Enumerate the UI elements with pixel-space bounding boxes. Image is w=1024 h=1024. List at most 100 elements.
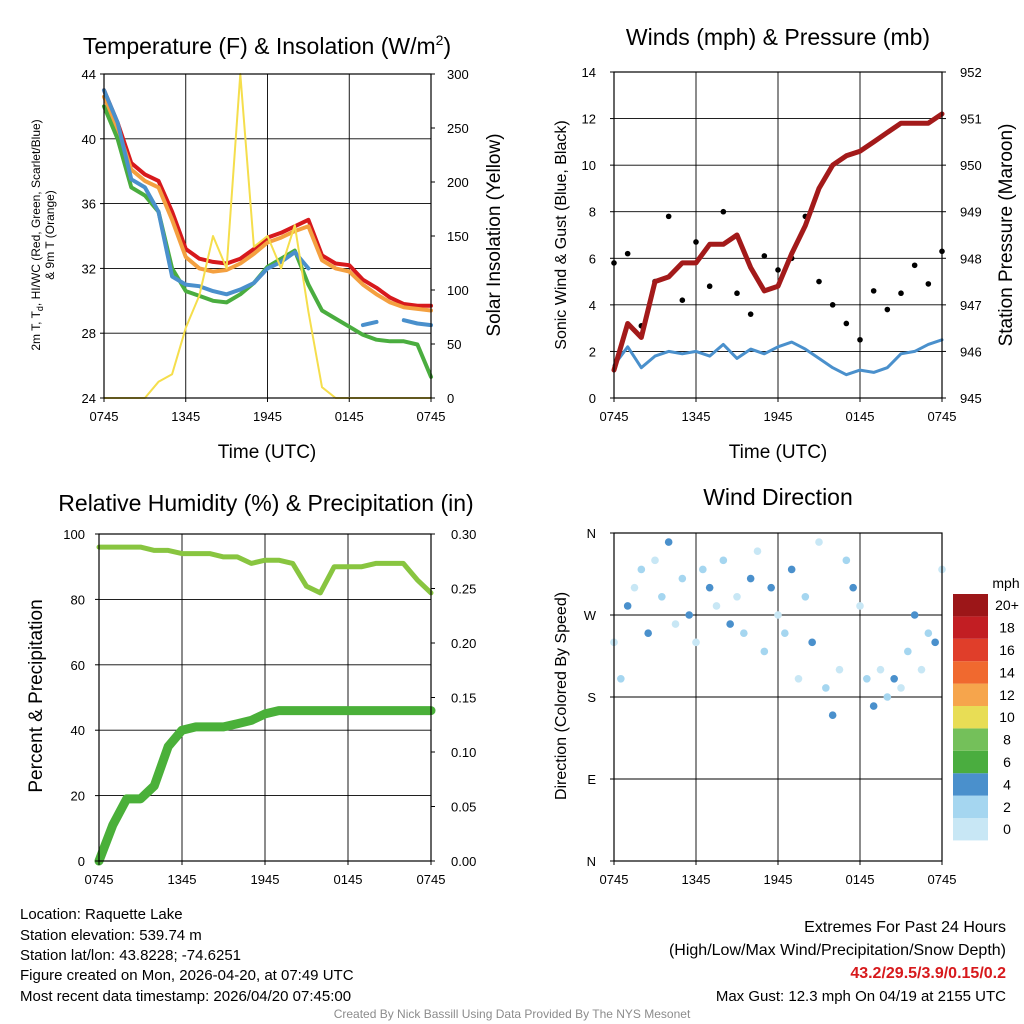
p2-gust-point xyxy=(761,253,768,259)
p2-gust-point xyxy=(925,281,932,287)
p4-xtick-label-4: 0745 xyxy=(928,872,957,887)
p3-ytick-left-label-0: 0 xyxy=(78,854,85,869)
footer-location: Location: Raquette Lake xyxy=(20,906,183,923)
p4-legend-swatch-3 xyxy=(953,750,988,774)
p4-legend-title: mph xyxy=(992,575,1019,591)
p4-ylabel-left: Direction (Colored By Speed) xyxy=(553,592,570,800)
p4-legend-label-4: 8 xyxy=(1003,732,1011,748)
p4-direction-point xyxy=(815,538,823,546)
p1-series-9m-t xyxy=(102,94,433,313)
footer-latlon: Station lat/lon: 43.8228; -74.6251 xyxy=(20,947,242,964)
p3-xtick-label-4: 0745 xyxy=(417,872,446,887)
p2-ytick-right-label-7: 952 xyxy=(960,65,982,80)
p1-xtick-label-1: 1345 xyxy=(171,409,200,424)
p4-direction-point xyxy=(781,629,789,638)
p4-direction-point xyxy=(808,638,816,647)
p4-direction-point xyxy=(658,592,666,601)
p4-legend-label-2: 4 xyxy=(1003,776,1011,792)
p4-direction-point xyxy=(787,565,796,574)
p4-xtick-label-1: 1345 xyxy=(682,872,711,887)
p4-xtick-label-2: 1945 xyxy=(764,872,793,887)
footer-elevation: Station elevation: 539.74 m xyxy=(20,927,202,944)
p4-direction-point xyxy=(767,583,775,592)
p4-direction-point xyxy=(835,665,844,674)
p2-gust-point xyxy=(679,297,686,304)
p1-ytick-right-label-4: 200 xyxy=(447,175,469,190)
p2-gust-point xyxy=(747,311,754,317)
p4-legend-swatch-4 xyxy=(953,728,988,751)
p2-gust-point xyxy=(857,336,863,343)
p4-legend-swatch-10 xyxy=(953,594,988,617)
p4-legend-swatch-7 xyxy=(953,661,988,684)
p3-ytick-right-label-1: 0.05 xyxy=(451,800,476,815)
p2-gust-point xyxy=(693,239,699,245)
p2-ylabel-right: Station Pressure (Maroon) xyxy=(996,124,1017,347)
p4-direction-point xyxy=(890,674,898,683)
p1-ytick-left-label-3: 36 xyxy=(82,197,96,212)
p4-legend-label-0: 0 xyxy=(1003,821,1011,837)
p3-ytick-right-label-5: 0.25 xyxy=(451,582,476,597)
p3-ytick-left-label-1: 20 xyxy=(71,789,85,804)
p4-legend-label-10: 20+ xyxy=(995,597,1019,613)
p1-title: Temperature (F) & Insolation (W/m2) xyxy=(83,32,451,59)
p1-xtick-label-0: 0745 xyxy=(90,409,119,424)
p1-ytick-left-label-1: 28 xyxy=(82,326,96,341)
p2-xtick-label-1: 1345 xyxy=(682,409,711,424)
p2-ytick-right-label-0: 945 xyxy=(960,391,982,406)
p2-ytick-right-label-5: 950 xyxy=(960,158,982,173)
p4-direction-point xyxy=(746,574,755,583)
p2-xtick-label-2: 1945 xyxy=(764,409,793,424)
p4-direction-point xyxy=(651,556,659,565)
p4-direction-point xyxy=(856,602,864,610)
p4-ytick-label-1: E xyxy=(587,772,596,787)
p2-gust-point xyxy=(775,267,781,273)
p4-direction-point xyxy=(910,611,919,619)
p1-xlabel: Time (UTC) xyxy=(218,442,317,463)
p2-gust-point xyxy=(829,302,836,308)
p4-direction-point xyxy=(664,538,673,546)
p2-ytick-left-label-1: 2 xyxy=(589,344,596,359)
p2-gust-point xyxy=(870,288,877,294)
p4-legend-label-3: 6 xyxy=(1003,754,1011,770)
p1-xtick-label-2: 1945 xyxy=(253,409,282,424)
p4-direction-point xyxy=(692,638,700,647)
p1-ytick-right-label-3: 150 xyxy=(447,229,469,244)
p4-legend-swatch-6 xyxy=(953,683,988,706)
p2-gust-point xyxy=(884,306,891,313)
p1-ytick-left-label-4: 40 xyxy=(82,132,96,147)
p4-direction-point xyxy=(924,629,933,638)
p3-title: Relative Humidity (%) & Precipitation (i… xyxy=(58,490,473,516)
p3-xtick-label-2: 1945 xyxy=(251,872,280,887)
p2-series-pressure xyxy=(611,111,945,373)
p4-ytick-label-4: N xyxy=(587,526,596,541)
p1-ytick-right-label-6: 300 xyxy=(447,67,469,82)
p3-ytick-right-label-3: 0.15 xyxy=(451,691,476,706)
p3-ylabel-left: Percent & Precipitation xyxy=(26,599,47,792)
p3-xtick-label-0: 0745 xyxy=(85,872,114,887)
p2-ytick-right-label-3: 948 xyxy=(960,251,982,266)
p4-legend-swatch-9 xyxy=(953,616,988,639)
footer-created: Figure created on Mon, 2026-04-20, at 07… xyxy=(20,967,354,984)
p4-legend-label-6: 12 xyxy=(999,687,1015,703)
p4-direction-point xyxy=(869,702,878,710)
p1-ytick-right-label-2: 100 xyxy=(447,283,469,298)
p4-direction-point xyxy=(897,684,905,692)
p3-series-precip xyxy=(94,706,436,866)
p4-title: Wind Direction xyxy=(703,484,853,510)
p2-ytick-left-label-0: 0 xyxy=(589,391,596,406)
p3-ytick-right-label-6: 0.30 xyxy=(451,527,476,542)
p2-gust-point xyxy=(720,208,727,215)
p4-direction-point xyxy=(822,684,830,692)
p1-series-hi-wc-0 xyxy=(102,88,311,297)
p4-direction-point xyxy=(644,629,652,638)
p4-direction-point xyxy=(931,638,939,647)
p4-direction-point xyxy=(876,665,885,674)
p4-ytick-label-0: N xyxy=(587,854,596,869)
p1-xtick-label-4: 0745 xyxy=(417,409,446,424)
p4-legend-swatch-1 xyxy=(953,795,988,818)
p2-ytick-right-label-1: 946 xyxy=(960,344,982,359)
footer-credit: Created By Nick Bassill Using Data Provi… xyxy=(333,1007,691,1021)
footer-extremes-sub: (High/Low/Max Wind/Precipitation/Snow De… xyxy=(668,942,1006,959)
footer-max-gust: Max Gust: 12.3 mph On 04/19 at 2155 UTC xyxy=(715,988,1006,1005)
